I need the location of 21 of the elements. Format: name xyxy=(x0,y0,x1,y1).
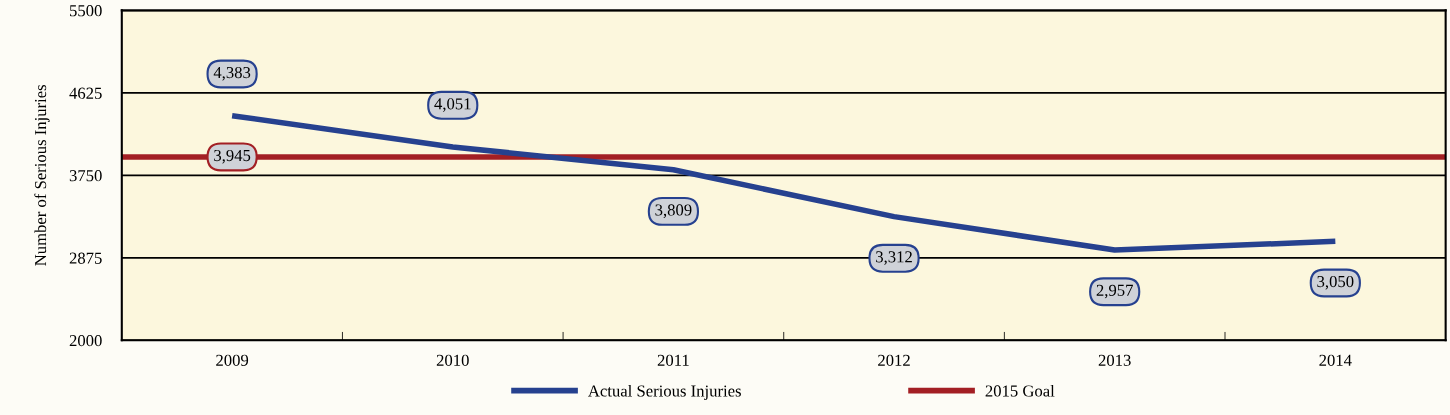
data-label: 3,312 xyxy=(876,251,912,265)
y-tick-label: 4625 xyxy=(69,87,102,99)
legend-label: Actual Serious Injuries xyxy=(588,384,741,400)
y-tick-label: 5500 xyxy=(69,5,102,17)
y-tick-label: 3750 xyxy=(69,170,102,182)
data-label: 3,050 xyxy=(1317,275,1354,290)
annotation: 3,945 xyxy=(214,149,251,164)
y-tick-label: 2875 xyxy=(69,252,102,264)
x-tick-label: 2013 xyxy=(1098,354,1131,366)
x-tick-label: 2011 xyxy=(657,354,689,366)
data-label: 2,957 xyxy=(1096,284,1133,299)
x-tick-label: 2009 xyxy=(216,354,249,366)
y-tick-label: 2000 xyxy=(69,335,102,347)
x-tick-label: 2012 xyxy=(878,354,910,366)
data-label: 4,051 xyxy=(434,98,471,112)
data-label: 4,383 xyxy=(213,66,251,81)
x-tick-label: 2010 xyxy=(436,354,469,366)
y-axis-title: Number of Serious Injuries xyxy=(34,84,50,266)
x-tick-label: 2014 xyxy=(1319,354,1352,366)
data-label: 3,809 xyxy=(655,204,692,219)
legend-label: 2015 Goal xyxy=(985,384,1055,397)
